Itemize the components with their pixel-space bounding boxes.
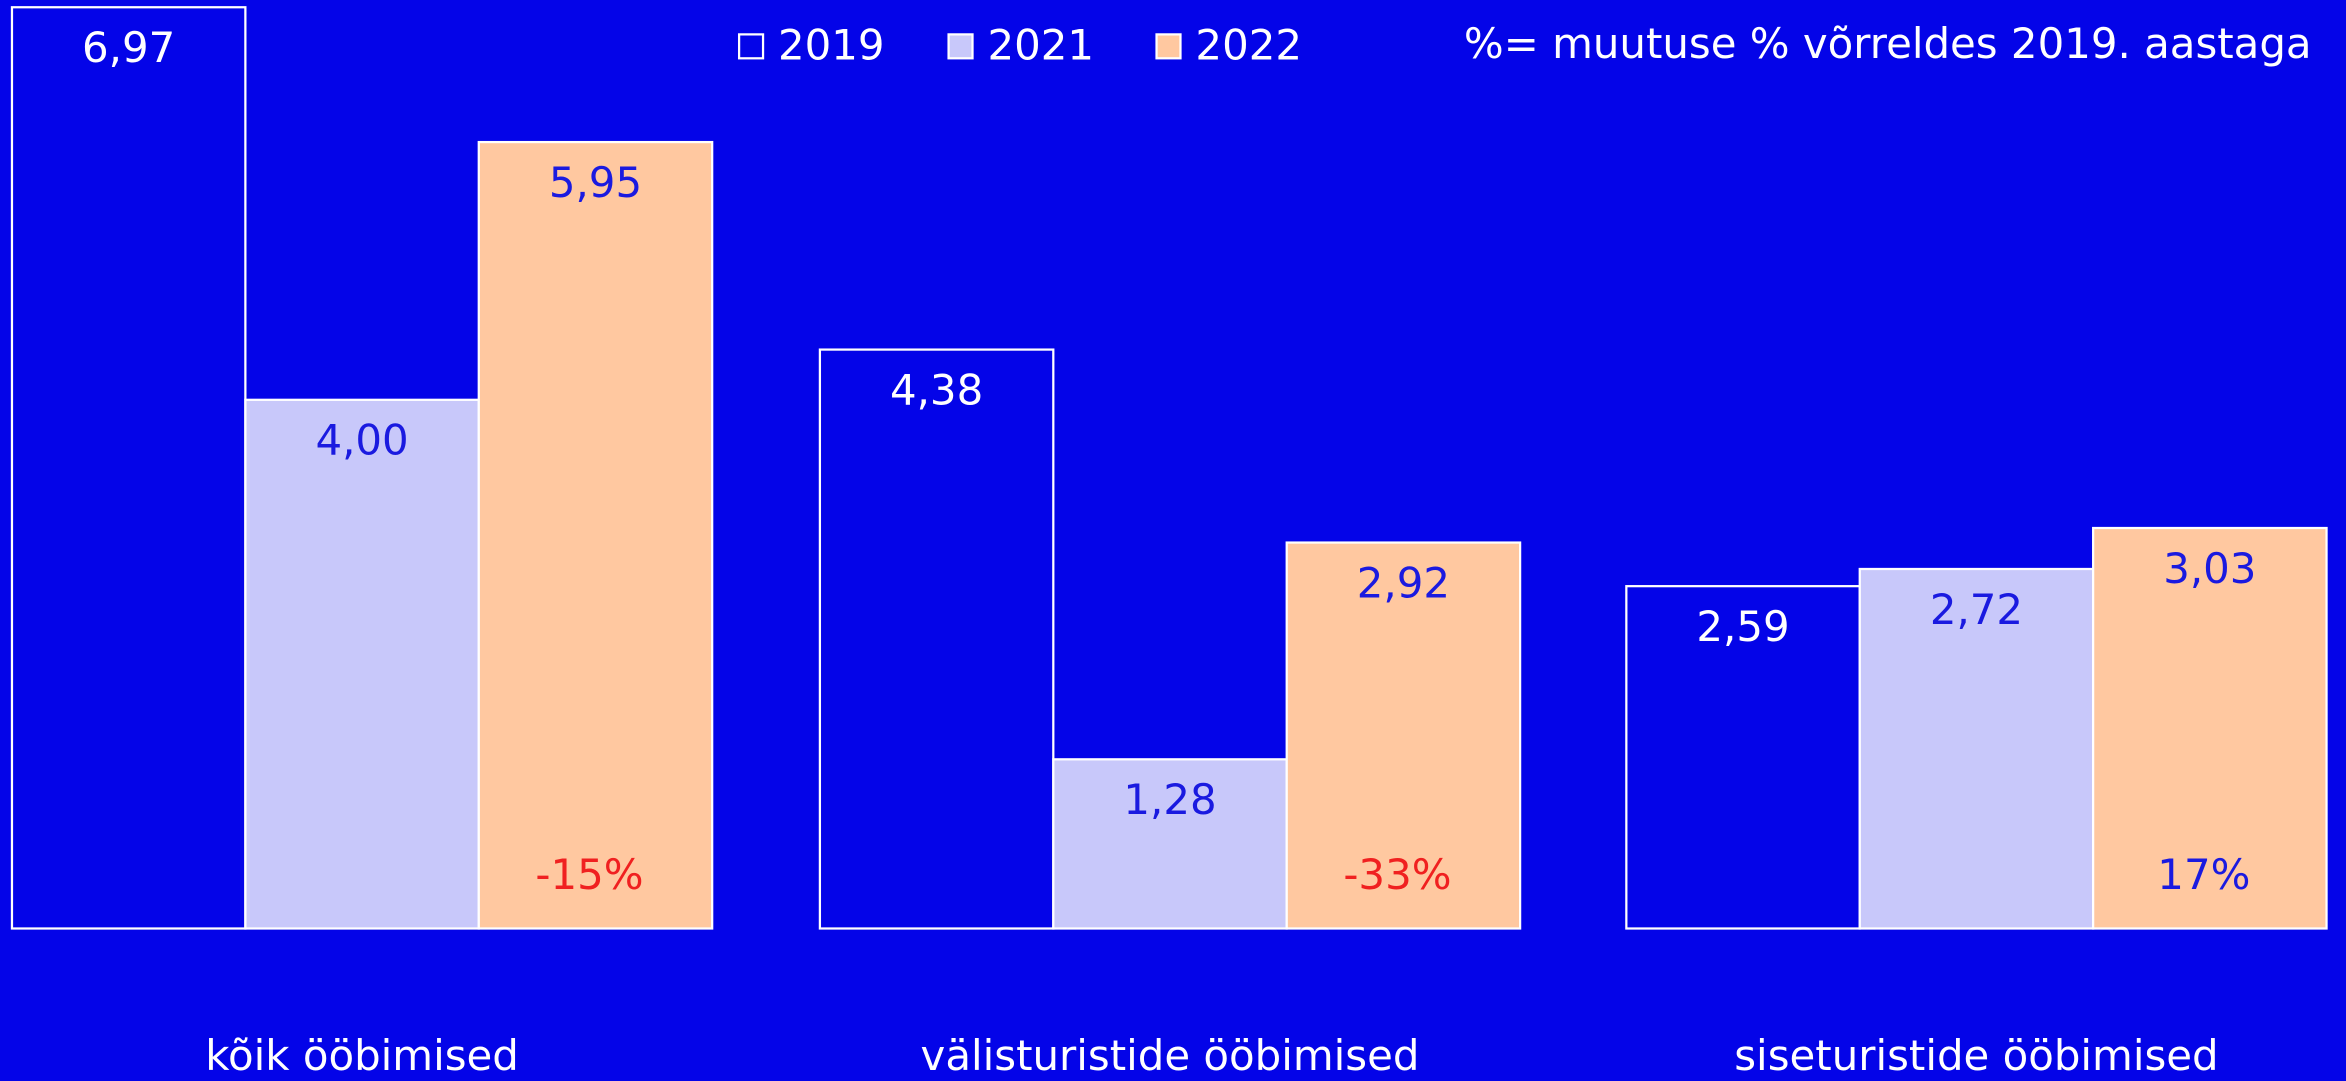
value-label: 4,38 bbox=[890, 365, 983, 414]
value-label: 2,92 bbox=[1357, 558, 1450, 607]
bar bbox=[244, 398, 480, 930]
value-label: 2,72 bbox=[1930, 585, 2023, 634]
value-label: 3,03 bbox=[2163, 544, 2256, 593]
bar bbox=[818, 348, 1055, 930]
value-label: 4,00 bbox=[315, 416, 408, 465]
change-label: -15% bbox=[535, 850, 643, 899]
x-tick-label: kõik ööbimised bbox=[205, 1031, 519, 1080]
x-tick-label: siseturistide ööbimised bbox=[1734, 1031, 2218, 1080]
bar bbox=[477, 140, 714, 930]
value-label: 1,28 bbox=[1123, 775, 1216, 824]
value-label: 5,95 bbox=[549, 158, 642, 207]
value-label: 6,97 bbox=[82, 23, 175, 72]
legend-label: 2021 bbox=[987, 20, 1094, 69]
legend-swatch bbox=[947, 33, 974, 60]
change-label: 17% bbox=[2157, 850, 2250, 899]
legend-label: 2022 bbox=[1195, 20, 1302, 69]
bar bbox=[1052, 758, 1288, 930]
legend-swatch bbox=[737, 33, 765, 60]
value-label: 2,59 bbox=[1696, 602, 1789, 651]
bar bbox=[1625, 585, 1861, 930]
x-tick-label: välisturistide ööbimised bbox=[921, 1031, 1420, 1080]
bar bbox=[1285, 541, 1522, 930]
note: %= muutuse % võrreldes 2019. aastaga bbox=[1464, 19, 2312, 68]
bar bbox=[10, 6, 247, 930]
bar bbox=[2092, 526, 2328, 930]
legend-label: 2019 bbox=[778, 20, 885, 69]
legend-swatch bbox=[1155, 33, 1182, 60]
bar bbox=[1858, 567, 2095, 930]
change-label: -33% bbox=[1343, 850, 1451, 899]
